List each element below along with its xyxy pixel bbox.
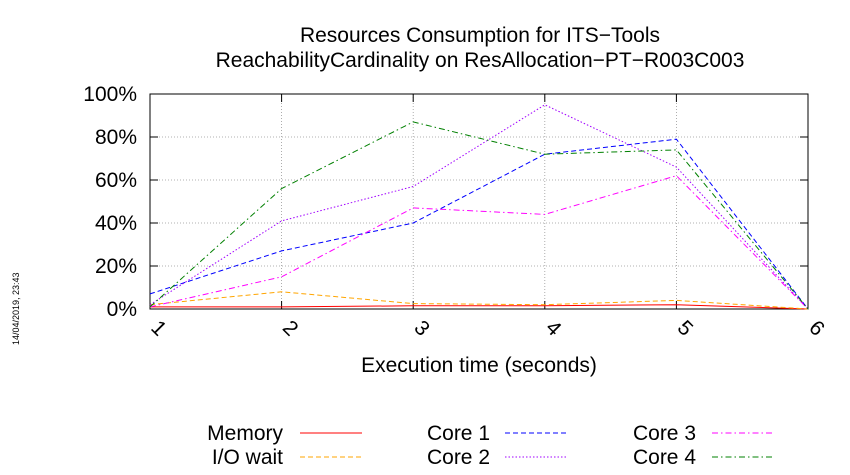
y-tick-label: 20% bbox=[95, 255, 137, 278]
series-line-core-2 bbox=[149, 104, 809, 310]
y-axis: 0% 20% 40% 60% 80% 100% bbox=[83, 83, 808, 321]
legend-label-i-o-wait: I/O wait bbox=[212, 446, 283, 469]
x-axis-label: Execution time (seconds) bbox=[361, 354, 597, 377]
x-tick-label: 5 bbox=[673, 316, 698, 341]
y-tick-label: 0% bbox=[107, 298, 137, 321]
y-tick-label: 80% bbox=[95, 126, 137, 149]
y-tick-label: 60% bbox=[95, 169, 137, 192]
x-tick-label: 4 bbox=[541, 316, 566, 341]
legend-label-core-1: Core 1 bbox=[427, 422, 490, 445]
series-line-memory bbox=[150, 304, 809, 310]
series-line-core-4 bbox=[149, 121, 809, 310]
y-tick-label: 100% bbox=[83, 83, 137, 106]
legend-label-core-2: Core 2 bbox=[427, 446, 490, 469]
legend-label-memory: Memory bbox=[207, 422, 283, 445]
legend-label-core-4: Core 4 bbox=[633, 446, 696, 469]
x-tick-label: 3 bbox=[410, 316, 435, 341]
chart-title: Resources Consumption for ITS−Tools bbox=[300, 24, 660, 47]
legend-label-core-3: Core 3 bbox=[633, 422, 696, 445]
plot-frame bbox=[149, 93, 809, 310]
chart-subtitle: ReachabilityCardinality on ResAllocation… bbox=[216, 49, 745, 72]
series-line-core-1 bbox=[149, 138, 809, 310]
timestamp: 14/04/2019, 23:43 bbox=[11, 272, 21, 345]
x-tick-label: 2 bbox=[278, 316, 303, 341]
series-line-core-3 bbox=[149, 175, 809, 310]
series-line-i-o-wait bbox=[149, 291, 809, 310]
series-lines bbox=[149, 104, 809, 310]
y-tick-label: 40% bbox=[95, 212, 137, 235]
x-tick-label: 1 bbox=[146, 316, 171, 341]
x-tick-label: 6 bbox=[804, 316, 829, 341]
grid bbox=[150, 94, 808, 309]
